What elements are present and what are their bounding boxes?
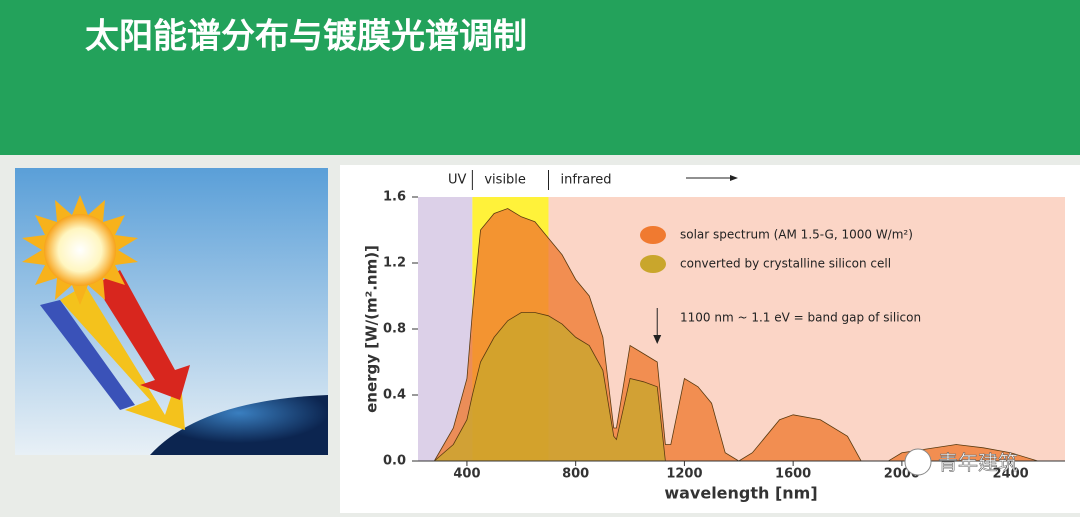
legend-swatch xyxy=(640,226,666,244)
legend-swatch xyxy=(640,255,666,273)
watermark-icon xyxy=(904,448,932,476)
header xyxy=(0,0,1080,155)
x-axis-label: wavelength [nm] xyxy=(664,484,817,503)
region-label: visible xyxy=(484,173,526,188)
annotation-arrowhead xyxy=(653,335,662,344)
x-tick-label: 2400 xyxy=(993,467,1029,482)
y-tick-label: 0.0 xyxy=(383,454,406,469)
y-tick-label: 1.6 xyxy=(383,190,406,205)
x-tick-label: 1200 xyxy=(666,467,702,482)
y-tick-label: 0.4 xyxy=(383,388,406,403)
illustration xyxy=(15,168,328,455)
x-tick-label: 400 xyxy=(453,467,480,482)
x-tick-label: 1600 xyxy=(775,467,811,482)
region-label: infrared xyxy=(560,173,611,188)
legend-label: converted by crystalline silicon cell xyxy=(680,257,891,271)
region-label: UV xyxy=(448,173,467,188)
title: 太阳能谱分布与镀膜光谱调制 xyxy=(85,17,527,57)
watermark: 青年建筑 xyxy=(938,451,1018,475)
y-tick-label: 1.2 xyxy=(383,256,406,271)
y-axis-label: energy [W/(m².nm)] xyxy=(363,245,381,413)
x-tick-label: 800 xyxy=(562,467,589,482)
annotation: 1100 nm ~ 1.1 eV = band gap of silicon xyxy=(680,311,921,325)
infrared-arrowhead xyxy=(730,175,738,181)
legend-label: solar spectrum (AM 1.5-G, 1000 W/m²) xyxy=(680,228,913,242)
y-tick-label: 0.8 xyxy=(383,322,406,337)
area xyxy=(433,312,666,462)
